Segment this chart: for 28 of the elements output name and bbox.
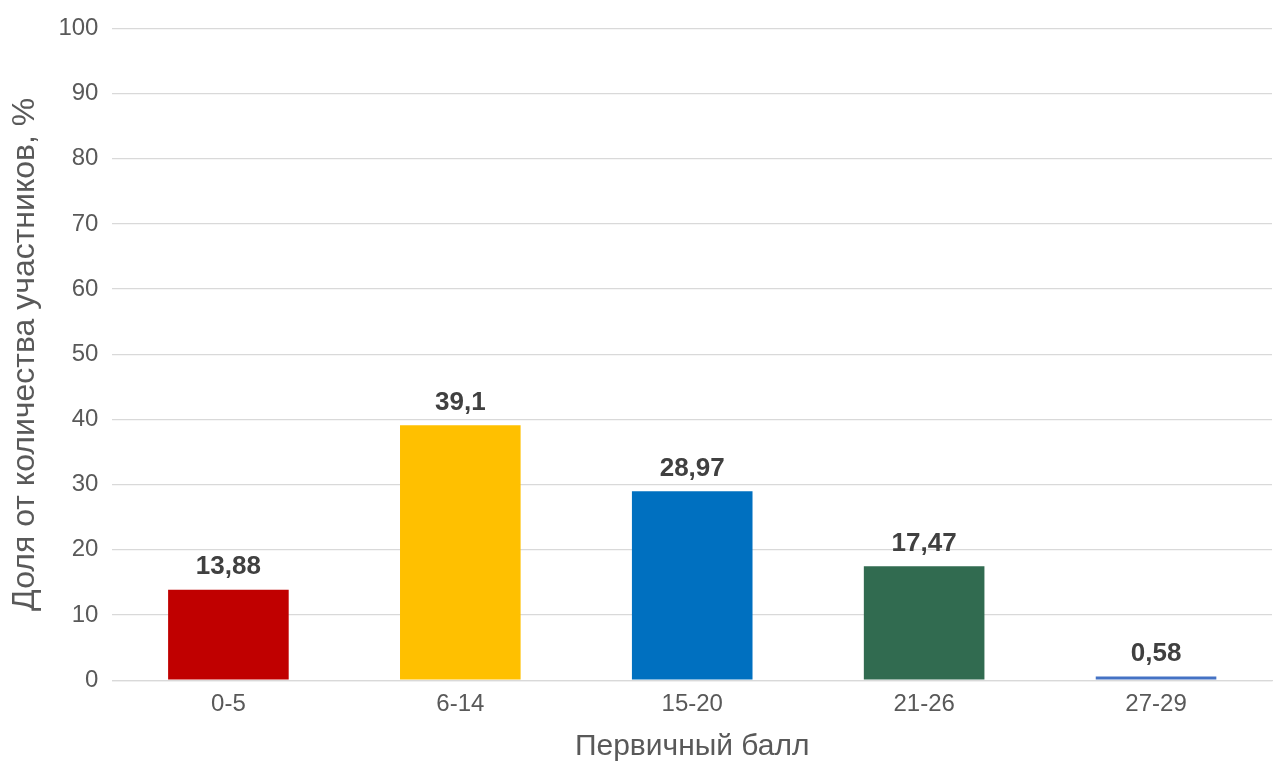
y-tick-label: 90: [71, 78, 99, 106]
x-tick-label: 6-14: [436, 689, 485, 717]
x-axis-title: Первичный балл: [574, 728, 810, 762]
data-label: 28,97: [659, 451, 725, 482]
y-tick-label: 100: [58, 13, 99, 41]
data-label: 0,58: [1130, 636, 1182, 667]
y-tick-label: 30: [71, 469, 99, 497]
x-tick-label: 21-26: [893, 689, 955, 717]
data-label: 13,88: [195, 549, 261, 580]
y-tick-label: 20: [71, 534, 99, 562]
y-tick-label: 50: [71, 338, 99, 366]
y-tick-label: 80: [71, 143, 99, 171]
y-tick-label: 10: [71, 599, 99, 627]
x-tick-label: 15-20: [661, 689, 723, 717]
bar: [631, 491, 753, 680]
bar: [400, 425, 521, 680]
data-label: 39,1: [435, 385, 486, 416]
data-label: 17,47: [891, 526, 957, 557]
y-tick-label: 40: [71, 404, 99, 432]
y-tick-label: 0: [85, 664, 99, 692]
x-tick-label: 0-5: [211, 689, 246, 717]
y-axis-title: Доля от количества участников, %: [5, 97, 42, 611]
bar: [863, 566, 985, 680]
bar: [168, 589, 289, 680]
y-tick-label: 60: [71, 273, 99, 301]
y-tick-label: 70: [71, 208, 99, 236]
bar: [1095, 676, 1217, 680]
x-tick-label: 27-29: [1125, 689, 1187, 717]
